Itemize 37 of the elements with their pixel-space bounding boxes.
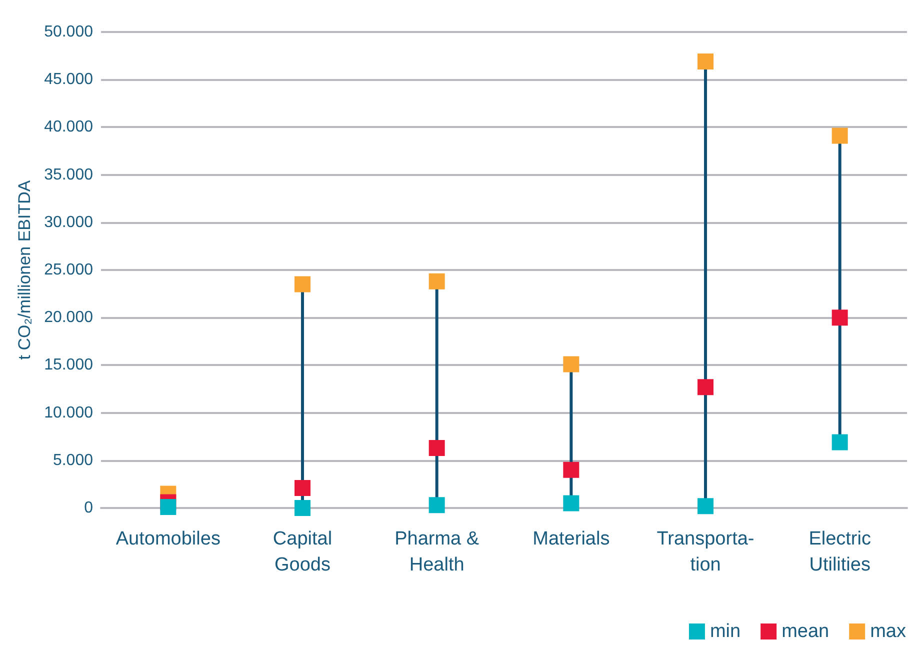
y-tick-label: 30.000 [44, 214, 94, 231]
y-tick-label: 40.000 [44, 118, 94, 136]
point [563, 495, 580, 512]
y-tick-label: 25.000 [44, 262, 94, 278]
x-tick-label: Automobiles [116, 528, 220, 550]
point [563, 462, 580, 478]
point [832, 310, 848, 326]
x-tick-label: Transporta- tion [656, 528, 754, 576]
y-tick-label: 5.000 [52, 452, 94, 469]
y-tick-label: 15.000 [44, 356, 94, 374]
point [563, 356, 580, 372]
y-tick-label: 20.000 [44, 309, 94, 326]
point [294, 480, 310, 496]
point [832, 434, 848, 450]
legend-label: min [710, 621, 741, 642]
y-tick-label: 35.000 [44, 166, 94, 184]
point [832, 128, 848, 144]
point [294, 500, 310, 516]
point [428, 497, 445, 514]
x-tick-label: Materials [532, 528, 610, 550]
point [428, 273, 445, 290]
x-tick-label: Pharma & Health [394, 528, 480, 576]
legend-label: mean [782, 621, 830, 642]
x-tick-label: Electric Utilities [808, 528, 871, 576]
point [160, 499, 176, 516]
legend-label: max [870, 621, 906, 642]
y-axis-title: t CO₂/millionen EBITDA [15, 180, 34, 360]
point [294, 276, 310, 292]
y-tick-label: 10.000 [44, 404, 94, 422]
point [698, 54, 714, 70]
y-tick-label: 50.000 [44, 24, 94, 40]
point [698, 379, 714, 396]
point [428, 440, 445, 456]
point [698, 498, 714, 514]
y-tick-label: 45.000 [44, 71, 94, 88]
x-tick-label: Capital Goods [272, 528, 332, 576]
y-tick-label: 0 [84, 500, 94, 516]
